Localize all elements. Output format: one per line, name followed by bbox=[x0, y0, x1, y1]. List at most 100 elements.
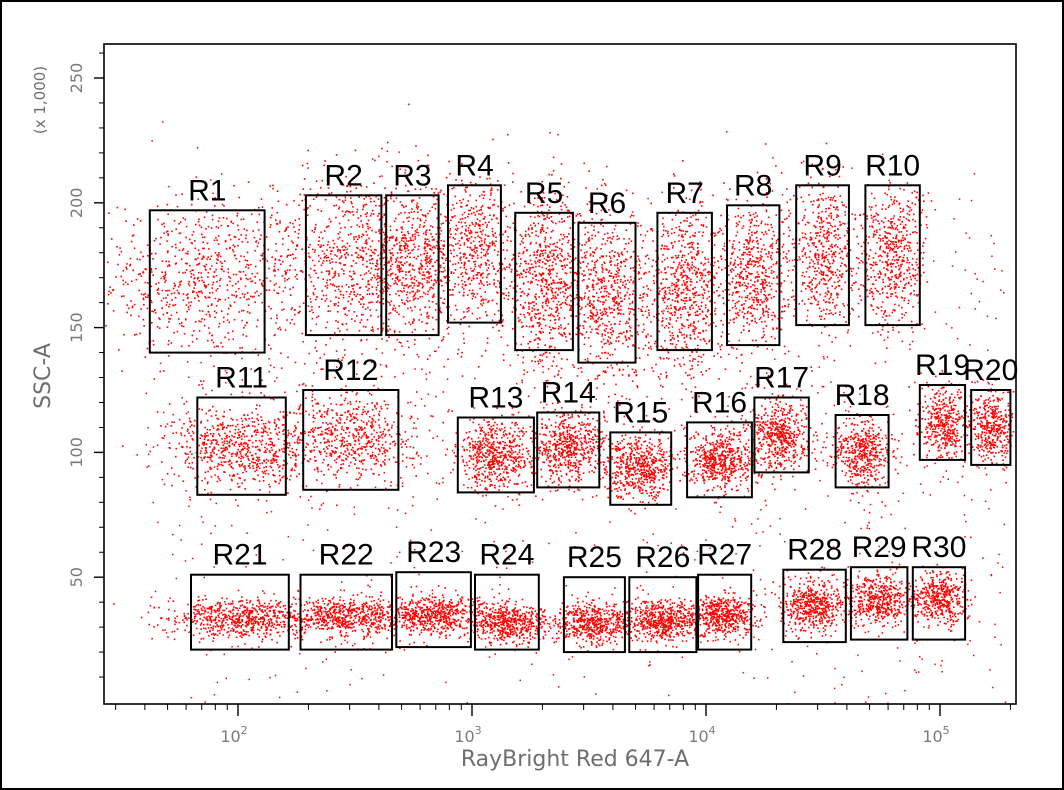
event-point bbox=[793, 246, 795, 249]
event-point bbox=[265, 289, 268, 292]
event-point bbox=[544, 300, 547, 303]
event-point bbox=[431, 265, 434, 268]
event-point bbox=[395, 240, 397, 242]
event-point bbox=[519, 243, 522, 246]
event-point bbox=[344, 253, 346, 256]
event-point bbox=[466, 238, 469, 240]
event-point bbox=[261, 284, 264, 287]
event-point bbox=[373, 248, 376, 251]
event-point bbox=[592, 288, 595, 291]
event-point bbox=[657, 319, 660, 322]
event-point bbox=[257, 354, 260, 356]
event-point bbox=[689, 225, 691, 227]
event-point bbox=[407, 300, 409, 303]
event-point bbox=[573, 258, 576, 261]
event-point bbox=[460, 205, 462, 208]
event-point bbox=[427, 290, 429, 293]
event-point bbox=[383, 251, 385, 254]
event-point bbox=[426, 281, 428, 284]
event-point bbox=[366, 265, 369, 268]
event-point bbox=[528, 271, 530, 273]
event-point bbox=[415, 280, 418, 282]
event-point bbox=[415, 206, 418, 209]
event-point bbox=[207, 296, 210, 299]
event-point bbox=[530, 331, 533, 333]
event-point bbox=[220, 267, 223, 270]
event-point bbox=[468, 309, 470, 312]
event-point bbox=[737, 281, 739, 284]
event-point bbox=[593, 307, 595, 310]
event-point bbox=[421, 214, 424, 216]
event-point bbox=[307, 252, 310, 255]
event-point bbox=[430, 249, 433, 251]
event-point bbox=[449, 249, 452, 252]
event-point bbox=[751, 339, 754, 342]
event-point bbox=[533, 339, 536, 342]
event-point bbox=[508, 263, 511, 265]
event-point bbox=[409, 264, 411, 267]
event-point bbox=[351, 278, 353, 281]
event-point bbox=[666, 305, 669, 307]
event-point bbox=[528, 325, 531, 328]
event-point bbox=[459, 252, 462, 254]
event-point bbox=[506, 249, 508, 252]
event-point bbox=[609, 328, 612, 331]
event-point bbox=[534, 296, 537, 299]
event-point bbox=[621, 300, 624, 302]
event-point bbox=[208, 296, 211, 299]
event-point bbox=[396, 278, 399, 281]
event-point bbox=[480, 303, 482, 305]
event-point bbox=[681, 327, 683, 330]
event-point bbox=[732, 292, 734, 294]
event-point bbox=[444, 269, 446, 272]
event-point bbox=[768, 276, 771, 278]
event-point bbox=[544, 344, 546, 346]
event-point bbox=[186, 310, 188, 313]
event-point bbox=[412, 321, 414, 323]
event-point bbox=[327, 305, 330, 307]
event-point bbox=[315, 316, 318, 319]
event-point bbox=[217, 345, 219, 348]
event-point bbox=[162, 313, 165, 316]
event-point bbox=[592, 283, 594, 286]
event-point bbox=[302, 302, 305, 304]
event-point bbox=[378, 275, 380, 278]
event-point bbox=[684, 246, 686, 248]
event-point bbox=[377, 281, 379, 284]
event-point bbox=[362, 206, 365, 208]
event-point bbox=[319, 357, 321, 359]
event-point bbox=[428, 288, 431, 291]
event-point bbox=[301, 164, 304, 167]
event-point bbox=[676, 257, 678, 259]
event-point bbox=[405, 293, 408, 296]
event-point bbox=[769, 293, 771, 296]
event-point bbox=[467, 213, 470, 215]
event-point bbox=[694, 311, 697, 314]
event-point bbox=[512, 287, 515, 289]
event-point bbox=[690, 278, 692, 281]
event-point bbox=[496, 254, 499, 256]
event-point bbox=[384, 225, 386, 228]
event-point bbox=[429, 260, 431, 262]
event-point bbox=[327, 225, 330, 227]
event-point bbox=[340, 293, 342, 296]
event-point bbox=[413, 295, 416, 297]
event-point bbox=[402, 276, 404, 279]
event-point bbox=[683, 333, 685, 336]
event-point bbox=[207, 225, 210, 228]
event-point bbox=[614, 264, 616, 267]
event-point bbox=[742, 214, 745, 217]
event-point bbox=[429, 225, 432, 227]
event-point bbox=[270, 317, 272, 320]
event-point bbox=[673, 187, 675, 189]
event-point bbox=[339, 262, 342, 265]
event-point bbox=[743, 246, 745, 249]
event-point bbox=[345, 175, 347, 178]
event-point bbox=[439, 311, 442, 313]
event-point bbox=[664, 268, 666, 271]
event-point bbox=[751, 272, 753, 275]
event-point bbox=[405, 237, 407, 240]
event-point bbox=[692, 325, 695, 327]
event-point bbox=[215, 345, 218, 347]
event-point bbox=[600, 184, 603, 187]
